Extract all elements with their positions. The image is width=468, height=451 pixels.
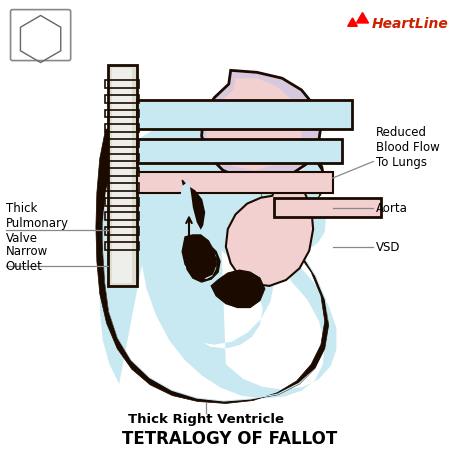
Text: Thick
Pulmonary
Valve: Thick Pulmonary Valve bbox=[6, 201, 69, 244]
Text: HeartLine: HeartLine bbox=[371, 17, 448, 31]
Polygon shape bbox=[137, 101, 352, 130]
Polygon shape bbox=[137, 140, 342, 164]
Polygon shape bbox=[112, 69, 132, 283]
Text: Narrow
Outlet: Narrow Outlet bbox=[6, 245, 48, 273]
Text: TETRALOGY OF FALLOT: TETRALOGY OF FALLOT bbox=[122, 429, 337, 447]
Polygon shape bbox=[100, 118, 336, 399]
Polygon shape bbox=[96, 130, 329, 404]
Polygon shape bbox=[137, 173, 333, 193]
FancyBboxPatch shape bbox=[11, 10, 71, 61]
Polygon shape bbox=[182, 235, 216, 278]
Polygon shape bbox=[274, 198, 381, 218]
Text: Thick Right Ventricle: Thick Right Ventricle bbox=[128, 412, 285, 425]
Polygon shape bbox=[226, 174, 313, 286]
Polygon shape bbox=[206, 79, 301, 171]
Polygon shape bbox=[211, 271, 264, 308]
Polygon shape bbox=[108, 66, 137, 286]
Polygon shape bbox=[179, 182, 216, 280]
Text: Reduced
Blood Flow
To Lungs: Reduced Blood Flow To Lungs bbox=[376, 126, 440, 169]
Text: VSD: VSD bbox=[376, 241, 401, 253]
Polygon shape bbox=[102, 146, 329, 401]
Polygon shape bbox=[202, 71, 321, 182]
Polygon shape bbox=[182, 181, 220, 282]
Text: Aorta: Aorta bbox=[376, 202, 408, 215]
